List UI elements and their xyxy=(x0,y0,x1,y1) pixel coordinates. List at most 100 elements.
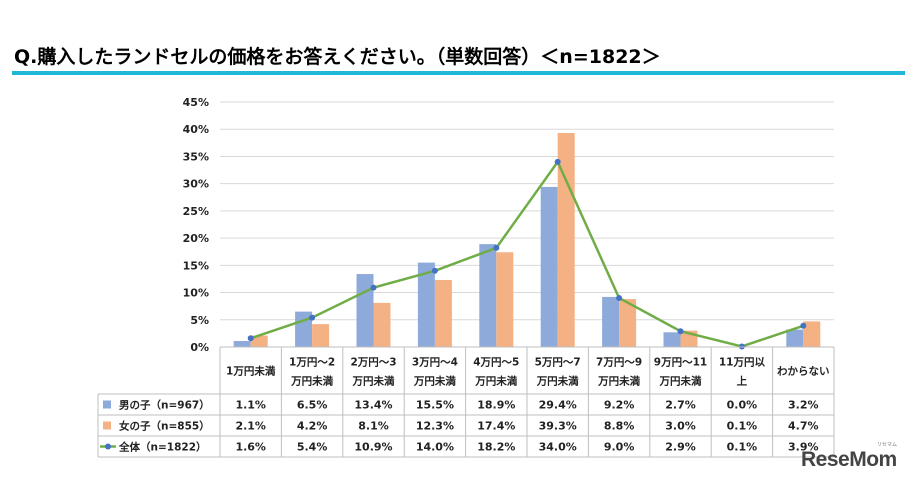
total-line-point xyxy=(616,295,623,301)
data-label: 10.9% xyxy=(354,441,392,454)
category-label: 3万円～4 xyxy=(412,357,458,369)
y-tick-label: 40% xyxy=(183,123,209,136)
bar xyxy=(540,186,558,347)
category-label: 万円未満 xyxy=(413,375,456,388)
y-tick-label: 45% xyxy=(183,96,209,109)
page-title: Q.購入したランドセルの価格をお答えください。（単数回答）＜n=1822＞ xyxy=(14,46,661,68)
legend-key xyxy=(103,421,111,430)
data-label: 0.0% xyxy=(727,399,758,412)
data-label: 18.9% xyxy=(477,399,515,412)
y-tick-label: 5% xyxy=(190,314,209,327)
category-label: 万円未満 xyxy=(290,375,333,388)
data-label: 2.9% xyxy=(665,441,696,454)
category-label: 万円未満 xyxy=(474,375,517,388)
bar xyxy=(479,244,497,347)
data-label: 3.9% xyxy=(788,441,819,454)
total-line-point xyxy=(493,244,500,251)
bar xyxy=(803,321,821,347)
data-label: 9.2% xyxy=(604,399,635,412)
category-label: 7万円～9 xyxy=(596,357,642,369)
data-label: 18.2% xyxy=(477,441,515,454)
total-line-point xyxy=(370,284,377,291)
data-label: 3.0% xyxy=(665,420,696,433)
y-tick-label: 25% xyxy=(183,205,209,218)
category-label: 2万円～3 xyxy=(350,357,396,369)
bar xyxy=(312,324,330,347)
data-label: 2.1% xyxy=(235,420,266,433)
y-tick-label: 30% xyxy=(183,178,209,191)
bar xyxy=(295,311,313,347)
data-table: 1万円未満 1万円～2 万円未満 2万円～3 万円未満 3万円～4 万円未満 4万円～5 万円未… xyxy=(97,346,835,458)
data-label: 0.1% xyxy=(727,441,758,454)
y-tick-label: 20% xyxy=(183,232,209,245)
category-label: 4万円～5 xyxy=(473,357,519,369)
y-tick-label: 15% xyxy=(183,259,209,272)
data-label: 1.1% xyxy=(235,399,266,412)
bar xyxy=(786,329,804,347)
bar xyxy=(602,296,620,347)
data-label: 4.2% xyxy=(297,420,328,433)
resemom-logo-sub: リセマム xyxy=(877,442,898,448)
category-label: 上 xyxy=(737,375,748,388)
bars xyxy=(233,133,821,347)
resemom-logo: ReseMom xyxy=(801,448,897,471)
series-name: 全体（n=1822） xyxy=(118,441,207,454)
category-label: 万円未満 xyxy=(659,375,702,388)
data-label: 2.7% xyxy=(665,399,696,412)
bar xyxy=(434,280,452,347)
bar xyxy=(417,262,435,347)
data-label: 1.6% xyxy=(235,441,266,454)
legend-key-marker xyxy=(105,443,111,450)
category-label: 1万円未満 xyxy=(226,365,276,378)
total-line-point xyxy=(309,314,316,321)
title-underline xyxy=(12,71,905,75)
category-label: 9万円～11 xyxy=(654,357,707,369)
category-label: 万円未満 xyxy=(536,375,579,388)
data-label: 29.4% xyxy=(539,399,577,412)
series-name: 男の子（n=967） xyxy=(119,399,210,412)
legend-key xyxy=(103,400,111,409)
bar xyxy=(619,299,637,347)
data-label: 9.0% xyxy=(604,441,635,454)
bar xyxy=(373,302,391,347)
data-label: 34.0% xyxy=(539,441,577,454)
total-line-point xyxy=(738,343,745,350)
bar xyxy=(356,274,374,347)
grid xyxy=(220,101,834,348)
data-label: 17.4% xyxy=(477,420,515,433)
data-label: 3.2% xyxy=(788,399,819,412)
data-label: 6.5% xyxy=(297,399,328,412)
bar xyxy=(557,133,575,347)
y-tick-label: 0% xyxy=(190,341,209,354)
total-line-point xyxy=(247,335,254,342)
total-line-point xyxy=(800,322,807,329)
y-tick-labels: 0% 5% 10% 15% 20% 25% 30% 35% 40% 45% xyxy=(183,96,209,354)
y-tick-label: 10% xyxy=(183,287,209,300)
data-label: 15.5% xyxy=(416,399,454,412)
category-label: 11万円以 xyxy=(719,357,766,369)
total-line xyxy=(247,158,807,350)
y-tick-label: 35% xyxy=(183,150,209,163)
total-line-path xyxy=(250,159,804,348)
data-label: 8.1% xyxy=(358,420,389,433)
category-label: わからない xyxy=(777,366,830,378)
total-line-point xyxy=(431,267,438,274)
series-name: 女の子（n=855） xyxy=(119,420,210,433)
category-label: 万円未満 xyxy=(352,375,395,388)
bar xyxy=(250,335,268,347)
bar xyxy=(496,252,514,347)
data-label: 4.7% xyxy=(788,420,819,433)
total-line-point xyxy=(554,158,561,165)
data-label: 8.8% xyxy=(604,420,635,433)
data-label: 39.3% xyxy=(539,420,577,433)
data-label: 5.4% xyxy=(297,441,328,454)
bar xyxy=(233,341,251,347)
data-label: 14.0% xyxy=(416,441,454,454)
category-label: 万円未満 xyxy=(597,375,640,388)
bar xyxy=(663,332,681,347)
data-label: 12.3% xyxy=(416,420,454,433)
category-label: 5万円～7 xyxy=(535,357,581,369)
total-line-point xyxy=(677,328,684,335)
data-label: 0.1% xyxy=(727,420,758,433)
